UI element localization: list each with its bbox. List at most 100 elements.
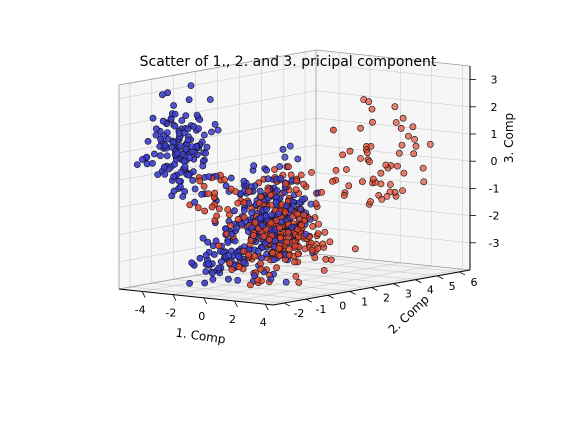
scatter-point [158, 91, 166, 99]
scatter-point [156, 152, 164, 160]
scatter-point [188, 259, 196, 267]
scatter-point [208, 203, 216, 211]
grid-line [118, 117, 317, 154]
scatter-point [346, 147, 354, 155]
scatter-point [228, 230, 236, 238]
scatter-point [315, 220, 322, 228]
scatter-point [231, 207, 238, 215]
scatter-point [179, 193, 187, 200]
y-tick-label: 5 [449, 280, 456, 293]
scatter-point [399, 187, 406, 194]
scatter-point [176, 183, 184, 191]
grid-line [129, 286, 284, 304]
scatter-point [150, 150, 158, 158]
scatter-point [152, 131, 160, 139]
scatter-point [358, 178, 366, 185]
scatter-point [319, 240, 327, 248]
axis-ticks: -4 -2 0 2 4 -2 -1 0 1 2 3 4 5 6 -3 -2 -1 0 1 2 3 [135, 74, 500, 330]
scatter-point [240, 199, 248, 207]
scatter-point [272, 217, 280, 224]
scatter-point [294, 225, 302, 233]
scatter-point [340, 192, 348, 199]
grid-line [315, 63, 471, 80]
scatter-point [264, 175, 272, 183]
scatter-point [227, 222, 234, 229]
scatter-point [204, 190, 212, 197]
scatter-point [199, 234, 207, 242]
scatter-point [196, 254, 204, 262]
y-tick-mark [393, 283, 400, 287]
scatter-point [204, 260, 212, 268]
y-tick-label: 0 [339, 299, 346, 312]
scatter-point [255, 199, 263, 207]
scatter-point [297, 171, 305, 179]
scatter-point [277, 234, 284, 242]
scatter-point [138, 156, 146, 163]
scatter-point [215, 264, 223, 272]
scatter-point [202, 251, 210, 259]
scatter-point [288, 223, 296, 231]
scatter-point [234, 276, 241, 284]
scatter-point [257, 254, 265, 262]
y-tick-label: -2 [293, 307, 304, 320]
scatter-point [345, 182, 353, 190]
scatter-point [326, 238, 334, 246]
grid-line [315, 90, 471, 108]
scatter-point [426, 140, 434, 148]
scatter-point [199, 162, 207, 170]
scatter-point [378, 195, 386, 203]
y-tick-mark [283, 302, 291, 307]
scatter-point [240, 177, 248, 185]
scatter-point [202, 268, 210, 275]
scatter-point [182, 145, 190, 153]
scatter-point [226, 259, 234, 267]
scatter-point [300, 211, 308, 219]
scatter-point [174, 149, 181, 157]
scatter-point [272, 198, 280, 206]
scatter-point [245, 188, 253, 195]
scatter-point [250, 232, 257, 239]
scatter-point [209, 275, 217, 283]
x-tick-mark [264, 304, 269, 311]
scatter-point [133, 161, 141, 168]
scatter-point [214, 126, 222, 134]
scatter-point [227, 174, 235, 182]
scatter-point [365, 158, 373, 166]
scatter-point [182, 112, 190, 119]
scatter-point [391, 103, 399, 111]
scatter-point [184, 125, 192, 133]
scatter-point [171, 110, 179, 118]
scatter-point [202, 149, 209, 157]
scatter-point [227, 185, 235, 193]
scatter-point [194, 204, 202, 212]
scatter-point [287, 206, 295, 213]
scatter-point [191, 185, 199, 193]
grid-line [315, 117, 471, 135]
scatter-point [273, 264, 280, 272]
scatter-point [294, 155, 302, 163]
scatter-point [246, 281, 254, 289]
x-tick-label: -2 [165, 307, 176, 320]
scatter-point [314, 230, 322, 237]
scatter-point [171, 122, 179, 130]
scatter-point [369, 175, 377, 183]
scatter-point [311, 254, 319, 261]
grid-line [315, 226, 471, 244]
scatter-point [321, 228, 329, 236]
scatter-point [204, 238, 212, 246]
scatter-point [377, 180, 385, 188]
scatter-point [292, 272, 300, 280]
scatter-point [149, 159, 156, 167]
scatter-point [189, 176, 197, 184]
scatter-point [149, 114, 157, 122]
grid-line [217, 271, 372, 288]
scatter-point [284, 228, 292, 236]
scatter-point [184, 136, 192, 144]
scatter-point [260, 233, 268, 240]
scatter-point [222, 182, 230, 190]
scatter-point [257, 193, 265, 201]
scatter-point [377, 169, 385, 177]
z-axis-label: 3. Comp [502, 113, 516, 163]
y-tick-label: 2 [383, 292, 390, 305]
scatter-point [339, 151, 347, 159]
